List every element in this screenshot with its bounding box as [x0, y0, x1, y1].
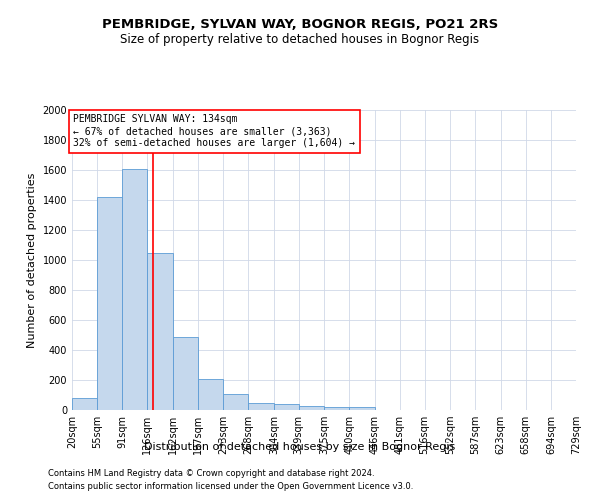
Text: Distribution of detached houses by size in Bognor Regis: Distribution of detached houses by size …: [145, 442, 455, 452]
Bar: [223, 394, 248, 410]
Bar: [97, 197, 122, 410]
Bar: [148, 252, 173, 410]
Bar: [122, 168, 148, 410]
Text: Size of property relative to detached houses in Bognor Regis: Size of property relative to detached ho…: [121, 32, 479, 46]
Bar: [349, 408, 375, 410]
Bar: [248, 403, 274, 410]
Y-axis label: Number of detached properties: Number of detached properties: [27, 172, 37, 348]
Bar: [325, 407, 349, 410]
Bar: [198, 379, 223, 410]
Text: PEMBRIDGE, SYLVAN WAY, BOGNOR REGIS, PO21 2RS: PEMBRIDGE, SYLVAN WAY, BOGNOR REGIS, PO2…: [102, 18, 498, 30]
Text: Contains HM Land Registry data © Crown copyright and database right 2024.: Contains HM Land Registry data © Crown c…: [48, 468, 374, 477]
Bar: [274, 404, 299, 410]
Text: Contains public sector information licensed under the Open Government Licence v3: Contains public sector information licen…: [48, 482, 413, 491]
Bar: [299, 406, 325, 410]
Text: PEMBRIDGE SYLVAN WAY: 134sqm
← 67% of detached houses are smaller (3,363)
32% of: PEMBRIDGE SYLVAN WAY: 134sqm ← 67% of de…: [73, 114, 355, 148]
Bar: [173, 336, 198, 410]
Bar: [72, 398, 97, 410]
